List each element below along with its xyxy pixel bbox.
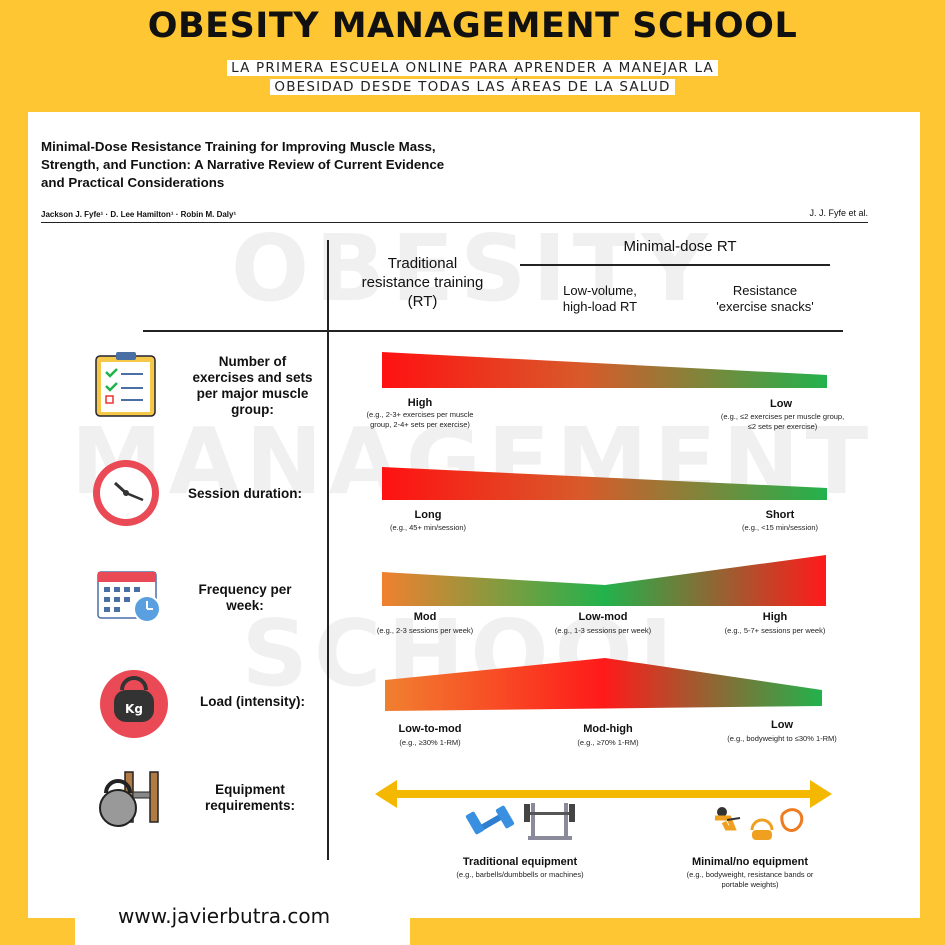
row5-minimal-equipment-label: Minimal/no equipment — [691, 856, 809, 868]
wedge-session-duration — [382, 467, 827, 500]
kettlebell-icon — [100, 670, 168, 738]
row2-point-short-label: Short — [765, 509, 795, 521]
kettlebell-kg-text: Kg — [125, 702, 143, 716]
checklist-icon — [95, 352, 156, 417]
watermark-line1: OBESITY — [230, 215, 715, 322]
row-label-equipment: Equipment requirements: — [204, 782, 296, 813]
row4-point-low-label: Low — [771, 719, 793, 731]
clock-icon — [93, 460, 159, 526]
minimal-dose-header: Minimal-dose RT — [623, 238, 737, 255]
banner-subtitle-line2: OBESIDAD DESDE TODAS LAS ÁREAS DE LA SAL… — [0, 79, 945, 95]
row-label-session-duration: Session duration: — [187, 486, 302, 501]
row4-point-modhigh-label: Mod-high — [583, 723, 633, 735]
row2-point-long-example: (e.g., 45+ min/session) — [389, 523, 467, 532]
exercise-snacks-header: Resistance 'exercise snacks' — [716, 283, 814, 314]
row5-minimal-equipment-example: (e.g., bodyweight, resistance bands or po… — [686, 870, 814, 889]
wedge-load — [385, 658, 822, 711]
row2-point-long-label: Long — [414, 509, 442, 521]
banner-title: OBESITY MANAGEMENT SCHOOL — [147, 6, 798, 46]
portable-weight-icon — [750, 818, 774, 840]
figure-card — [28, 112, 920, 918]
row4-point-lowtomod-label: Low-to-mod — [398, 723, 462, 735]
wedge-exercises-sets — [382, 352, 827, 388]
row-label-frequency: Frequency per week: — [198, 582, 292, 613]
row-label-load: Load (intensity): — [200, 694, 305, 709]
paper-authors: Jackson J. Fyfe¹ · D. Lee Hamilton¹ · Ro… — [41, 210, 237, 219]
row2-point-short-example: (e.g., <15 min/session) — [741, 523, 819, 532]
row1-point-low-example: (e.g., ≤2 exercises per muscle group, ≤2 … — [720, 412, 845, 431]
running-head: J. J. Fyfe et al. — [809, 208, 868, 218]
column-divider — [327, 240, 329, 860]
kettlebell-dumbbell-icon — [99, 771, 159, 827]
row3-point-high-example: (e.g., 5-7+ sessions per week) — [724, 626, 826, 635]
header-divider — [143, 330, 843, 332]
row-label-exercises-sets: Number of exercises and sets per major mus… — [192, 354, 313, 417]
row4-point-lowtomod-example: (e.g., ≥30% 1-RM) — [399, 738, 461, 747]
footer-url[interactable]: www.javierbutra.com — [118, 904, 331, 928]
row4-point-modhigh-example: (e.g., ≥70% 1-RM) — [577, 738, 639, 747]
banner: OBESITY MANAGEMENT SCHOOL LA PRIMERA ESC… — [0, 0, 945, 112]
dumbbell-icon — [465, 805, 515, 835]
paper-title: Minimal-Dose Resistance Training for Imp… — [41, 139, 445, 190]
wedge-frequency — [382, 555, 826, 606]
row1-point-high-label: High — [407, 397, 433, 409]
row3-point-mod-example: (e.g., 2-3 sessions per week) — [376, 626, 474, 635]
footer-box — [75, 900, 410, 945]
row3-point-high-label: High — [762, 611, 788, 623]
row5-traditional-equipment-example: (e.g., barbells/dumbbells or machines) — [456, 870, 584, 879]
row3-point-lowmod-example: (e.g., 1-3 sessions per week) — [554, 626, 652, 635]
row3-point-lowmod-label: Low-mod — [578, 611, 628, 623]
row1-point-high-example: (e.g., 2-3+ exercises per muscle group, 2… — [366, 410, 474, 429]
calendar-icon — [97, 571, 161, 623]
barbell-rack-icon — [524, 803, 575, 840]
row3-point-mod-label: Mod — [413, 611, 437, 623]
minimal-dose-underline — [520, 264, 830, 266]
bodyweight-squat-icon — [715, 807, 741, 831]
resistance-band-icon — [780, 808, 804, 832]
header-rule — [41, 222, 868, 223]
row5-traditional-equipment-label: Traditional equipment — [462, 856, 578, 868]
low-volume-header: Low-volume, high-load RT — [562, 283, 638, 314]
traditional-rt-header: Traditional resistance training (RT) — [361, 255, 484, 310]
equipment-double-arrow — [375, 780, 832, 808]
row4-point-low-example: (e.g., bodyweight to ≤30% 1-RM) — [727, 734, 837, 743]
row1-point-low-label: Low — [770, 398, 792, 410]
banner-subtitle-line1: LA PRIMERA ESCUELA ONLINE PARA APRENDER … — [0, 60, 945, 76]
